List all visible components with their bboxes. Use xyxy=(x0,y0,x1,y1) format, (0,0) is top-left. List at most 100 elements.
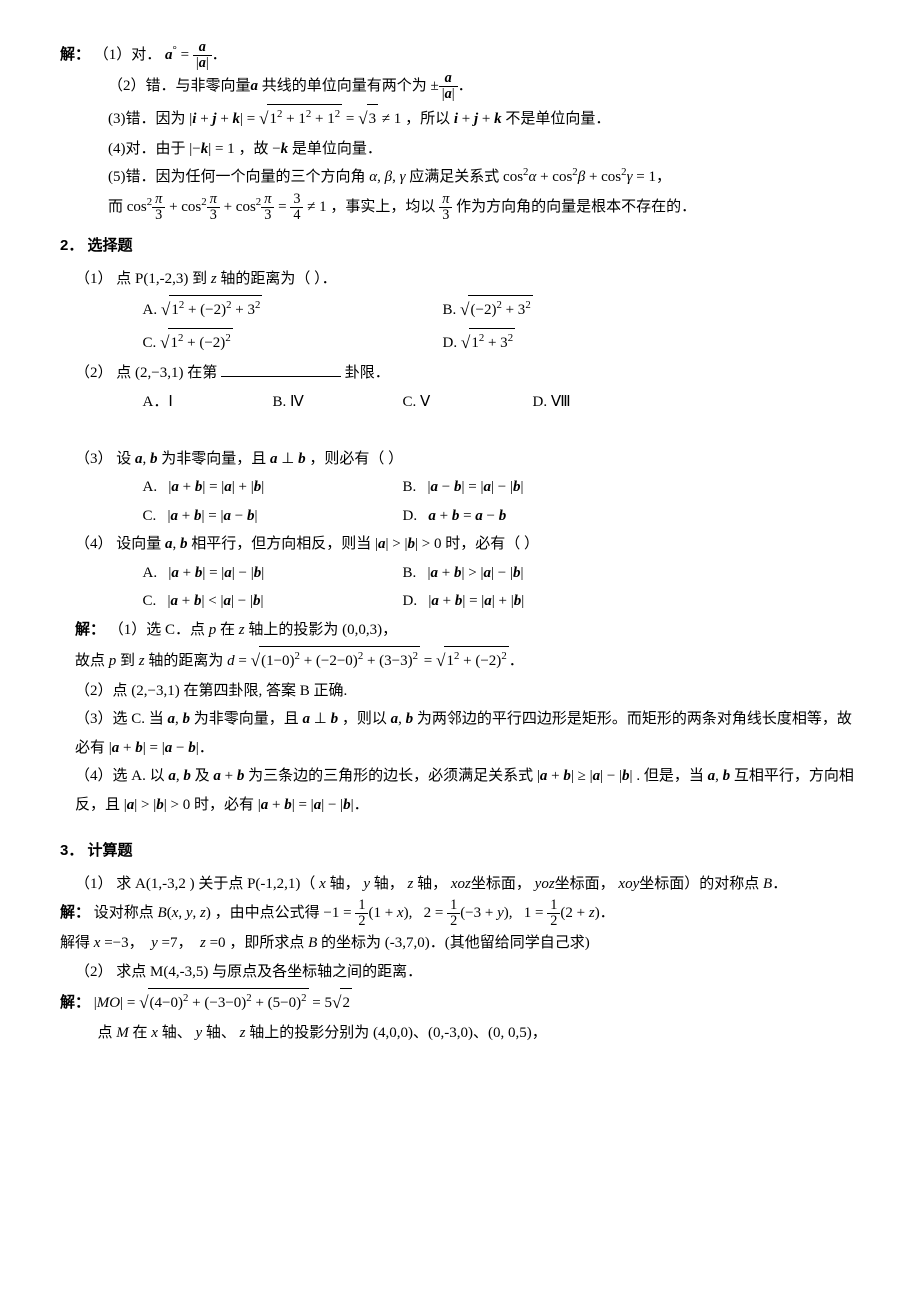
t: ，即所求点 xyxy=(229,935,304,951)
q2-optA: A．Ⅰ xyxy=(143,388,273,417)
t: 共线的单位向量有两个为 xyxy=(258,78,427,94)
t: （2） 点 (2,−3,1) 在第 xyxy=(75,365,221,381)
t: （3）选 C. 当 xyxy=(75,711,164,727)
t: . 但是，当 xyxy=(636,768,704,784)
t: （1） 点 P(1,-2,3) 到 xyxy=(75,271,207,287)
q1-optA: A. √12 + (−2)2 + 32 xyxy=(143,293,443,326)
q1-stem: （1） 点 P(1,-2,3) 到 z 轴的距离为（ ）． xyxy=(60,265,860,294)
q4-optC: C. |a + b| < |a| − |b| xyxy=(143,587,403,616)
q2-optC: C. Ⅴ xyxy=(403,388,533,417)
t: （2）错．与非零向量 xyxy=(108,78,251,94)
t: D. xyxy=(403,593,418,609)
q2-optD: D. Ⅷ xyxy=(533,388,571,417)
t: ，由中点公式得 xyxy=(215,905,320,921)
q2-stem: （2） 点 (2,−3,1) 在第 卦限． xyxy=(60,359,860,388)
t: 坐标面）的对称点 xyxy=(639,876,759,892)
q4-optA: A. |a + b| = |a| − |b| xyxy=(143,559,403,588)
t: 轴上的投影为 (0,0,3)， xyxy=(248,622,397,638)
t: 故点 xyxy=(75,653,105,669)
t: 应满足关系式 xyxy=(409,169,499,185)
q4-optD: D. |a + b| = |a| + |b| xyxy=(403,587,525,616)
t: 设对称点 xyxy=(94,905,154,921)
sol1-p1: 解： （1）对． a° = a|a|． xyxy=(60,40,860,71)
heading-3: 3． 计算题 xyxy=(60,837,860,866)
t: C. xyxy=(143,593,157,609)
q4-optB: B. |a + b| > |a| − |b| xyxy=(403,559,524,588)
t: 解得 xyxy=(60,935,94,951)
t: C. xyxy=(143,508,157,524)
sol3-2-p2: 点 M 在 x 轴、 y 轴、 z 轴上的投影分别为 (4,0,0)、(0,-3… xyxy=(60,1019,860,1048)
sol2-p3: （2）点 (2,−3,1) 在第四卦限, 答案 B 正确. xyxy=(60,677,860,706)
sol2-p4: （3）选 C. 当 a, b 为非零向量，且 a ⊥ b ，则以 a, b 为两… xyxy=(60,705,860,762)
t: ，则必有（ ） xyxy=(309,451,403,467)
sol1-p5: (5)错．因为任何一个向量的三个方向角 α, β, γ 应满足关系式 cos2α… xyxy=(60,163,860,192)
t: (3)错．因为 xyxy=(108,111,186,127)
t: 时，必有（ ） xyxy=(445,536,539,552)
t: 相平行，但方向相反，则当 xyxy=(191,536,371,552)
q4-stem: （4） 设向量 a, b 相平行，但方向相反，则当 |a| > |b| > 0 … xyxy=(60,530,860,559)
t: （1）对． xyxy=(94,47,162,63)
sol3-2-p1: 解： |MO| = √(4−0)2 + (−3−0)2 + (5−0)2 = 5… xyxy=(60,986,860,1019)
t: 为非零向量，且 xyxy=(194,711,299,727)
t: 轴上的投影分别为 (4,0,0)、(0,-3,0)、(0, 0,5)， xyxy=(246,1025,547,1041)
t: 到 xyxy=(120,653,135,669)
t: 轴， xyxy=(370,876,404,892)
t: 作为方向角的向量是根本不存在的． xyxy=(456,198,696,214)
t: C. xyxy=(143,335,157,351)
t: D. xyxy=(443,335,458,351)
t: 轴， xyxy=(326,876,360,892)
t: (4)对．由于 xyxy=(108,141,186,157)
sol3-1-p2: 解得 x =−3， y =7， z =0 ，即所求点 B 的坐标为 (-3,7,… xyxy=(60,929,860,958)
t: （1） 求 A(1,-3,2 ) 关于点 P(-1,2,1)（ xyxy=(75,876,315,892)
q3-2-stem: （2） 求点 M(4,-3,5) 与原点及各坐标轴之间的距离． xyxy=(60,958,860,987)
t: 为非零向量，且 xyxy=(161,451,266,467)
q3-1-stem: （1） 求 A(1,-3,2 ) 关于点 P(-1,2,1)（ x 轴， y 轴… xyxy=(60,870,860,899)
sol2-p2: 故点 p 到 z 轴的距离为 d = √(1−0)2 + (−2−0)2 + (… xyxy=(60,644,860,677)
t: 是单位向量． xyxy=(292,141,382,157)
t: ，所以 xyxy=(405,111,450,127)
sol3-1-p1: 解： 设对称点 B(x, y, z) ，由中点公式得 −1 = 12(1 + x… xyxy=(60,898,860,929)
t: A. xyxy=(143,479,158,495)
t: 坐标面， xyxy=(471,876,531,892)
t: 轴的距离为（ ）． xyxy=(220,271,336,287)
t: 在 xyxy=(133,1025,148,1041)
sol2-head: 解： xyxy=(75,621,105,638)
t: 在 xyxy=(220,622,235,638)
sol1-head: 解： xyxy=(60,46,90,63)
t: ． xyxy=(772,876,787,892)
t: 时，必有 xyxy=(194,797,254,813)
q1-optD: D. √12 + 32 xyxy=(443,326,516,359)
q2-optB: B. Ⅳ xyxy=(273,388,403,417)
q3-optC: C. |a + b| = |a − b| xyxy=(143,502,403,531)
sol3-2-head: 解： xyxy=(60,994,90,1011)
t: 轴、 xyxy=(158,1025,192,1041)
t: A. xyxy=(143,302,158,318)
sol1-p6: 而 cos2π3 + cos2π3 + cos2π3 = 34 ≠ 1 ，事实上… xyxy=(60,192,860,223)
sol2-p5: （4）选 A. 以 a, b 及 a + b 为三条边的三角形的边长，必须满足关… xyxy=(60,762,860,819)
t: 及 xyxy=(195,768,210,784)
q3-optB: B. |a − b| = |a| − |b| xyxy=(403,473,524,502)
heading-2: 2． 选择题 xyxy=(60,232,860,261)
sol1-p2: （2）错．与非零向量a 共线的单位向量有两个为 ±a|a|． xyxy=(60,71,860,102)
q3-optD: D. a + b = a − b xyxy=(403,502,507,531)
t: 卦限． xyxy=(341,365,390,381)
t: （3） 设 xyxy=(75,451,131,467)
t: 坐标面， xyxy=(555,876,615,892)
t: ，则以 xyxy=(342,711,387,727)
t: (5)错．因为任何一个向量的三个方向角 xyxy=(108,169,366,185)
t: 的坐标为 (-3,7,0)．(其他留给同学自己求) xyxy=(321,935,590,951)
t: 轴、 xyxy=(202,1025,236,1041)
t: 轴， xyxy=(413,876,447,892)
t: D. xyxy=(403,508,418,524)
sol1-p3: (3)错．因为 |i + j + k| = √12 + 12 + 12 = √3… xyxy=(60,102,860,135)
t: A. xyxy=(143,565,158,581)
sol2-p1: 解： （1）选 C．点 p 在 z 轴上的投影为 (0,0,3)， xyxy=(60,616,860,645)
sol1-p4: (4)对．由于 |−k| = 1 ，故 −k 是单位向量． xyxy=(60,135,860,164)
t: B. xyxy=(443,302,457,318)
t: ，故 xyxy=(238,141,268,157)
sol3-1-head: 解： xyxy=(60,904,90,921)
t: （1）选 C．点 xyxy=(109,622,205,638)
t: 不是单位向量． xyxy=(505,111,610,127)
t: （4） 设向量 xyxy=(75,536,161,552)
t: 而 xyxy=(108,198,123,214)
